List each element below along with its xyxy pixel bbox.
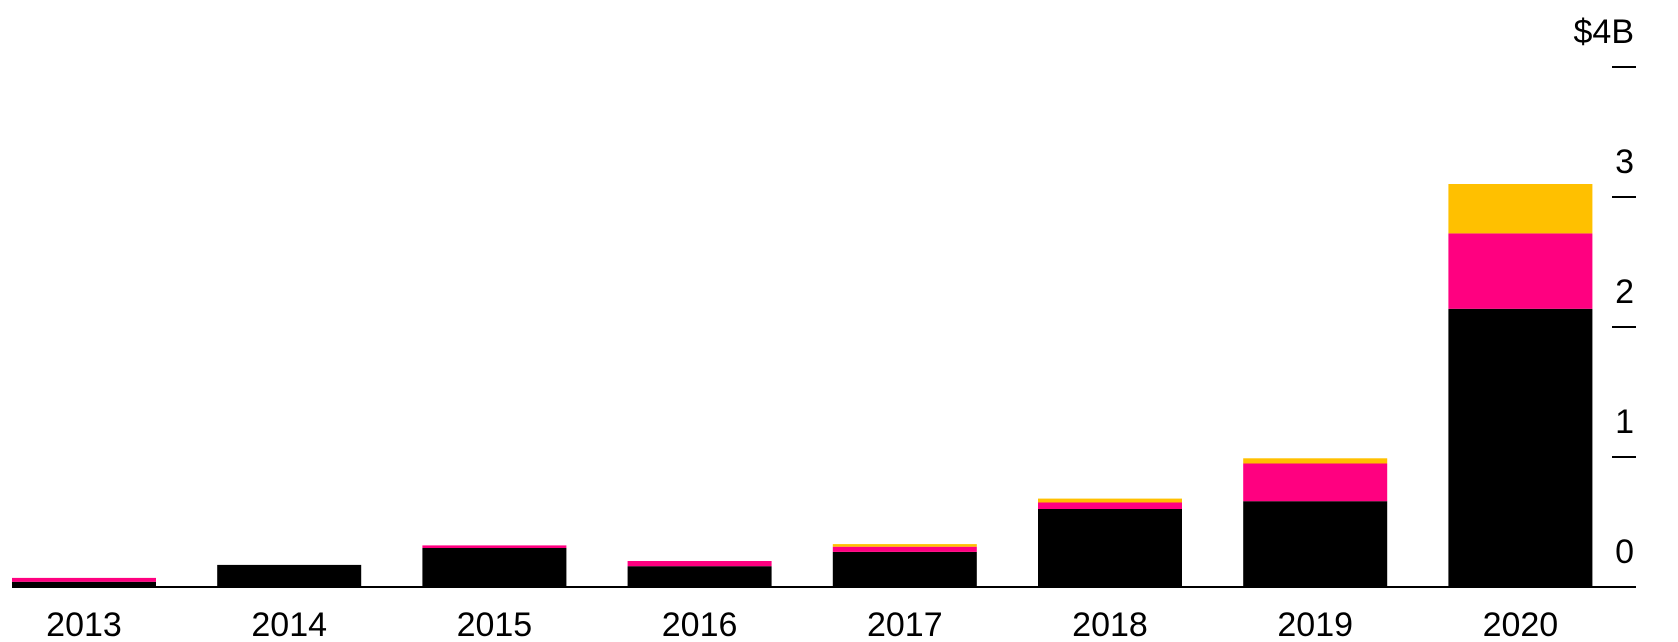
bar-2018-segment-3 [1038,498,1182,503]
bar-2015-segment-1 [422,548,567,587]
bar-2020-segment-2 [1448,233,1593,309]
bar-2018-segment-2 [1038,502,1182,509]
x-tick-label-2014: 2014 [251,606,327,642]
y-tick-label-0: 0 [1615,533,1634,571]
y-tick-label-3: 3 [1615,143,1634,181]
bar-2018-segment-1 [1038,509,1182,587]
bar-2016-segment-2 [627,561,772,567]
y-tick-label-1: 1 [1615,403,1634,441]
y-tick-label-4: $4B [1574,13,1635,51]
x-tick-label-2015: 2015 [457,606,533,642]
bar-2013-segment-2 [12,577,156,582]
bar-2015-segment-2 [422,545,567,548]
bar-2020-segment-1 [1448,308,1593,587]
bar-2019-segment-3 [1243,458,1388,464]
bar-2017-segment-1 [832,551,977,587]
bar-2016-segment-1 [627,566,772,587]
x-tick-label-2013: 2013 [46,606,122,642]
x-tick-label-2019: 2019 [1277,606,1353,642]
bar-2017-segment-3 [832,544,977,547]
bar-2013-segment-1 [12,581,156,587]
x-tick-label-2017: 2017 [867,606,943,642]
x-tick-label-2020: 2020 [1483,606,1559,642]
bar-2014-segment-1 [217,564,362,587]
bar-2017-segment-2 [832,546,977,552]
y-axis: 0 1 2 3 $4B [1574,13,1636,571]
bar-2020-segment-3 [1448,184,1593,234]
bar-2019-segment-1 [1243,501,1388,587]
x-tick-label-2016: 2016 [662,606,738,642]
y-tick-label-2: 2 [1615,273,1634,311]
x-tick-label-2018: 2018 [1072,606,1148,642]
x-axis: 2013 2014 2015 2016 2017 2018 2019 2020 [46,606,1558,642]
bar-2019-segment-2 [1243,463,1388,502]
bars-layer [12,184,1593,587]
